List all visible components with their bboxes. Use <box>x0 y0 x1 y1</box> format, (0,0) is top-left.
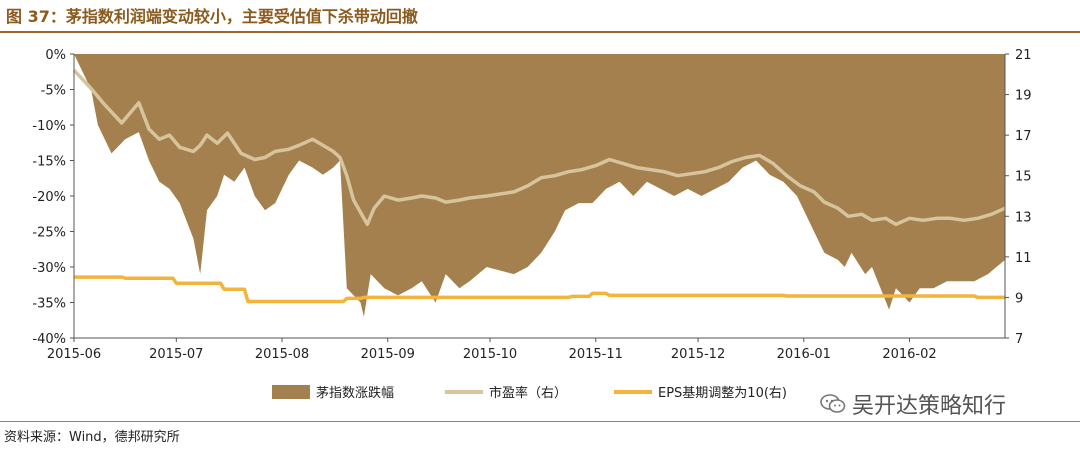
left-tick-label: -10% <box>32 119 66 134</box>
chart: 0% -5% -10% -15% -20% -25% -30% -35% -40% 21 19 17 1… <box>32 48 1031 401</box>
plot-area <box>72 54 1006 317</box>
x-tick-label: 2015-08 <box>255 347 309 362</box>
legend: 茅指数涨跌幅 市盈率（右） EPS基期调整为10(右) <box>272 385 787 401</box>
left-tick-label: -40% <box>32 332 66 347</box>
legend-area-swatch <box>272 385 310 399</box>
right-tick-label: 7 <box>1015 332 1023 347</box>
left-tick-label: -35% <box>32 297 66 312</box>
legend-eps-label: EPS基期调整为10(右) <box>658 386 787 401</box>
x-tick-label: 2015-07 <box>149 347 203 362</box>
area-series-maozhishu <box>74 54 1005 317</box>
source-note: 资料来源：Wind，德邦研究所 <box>4 430 180 445</box>
axes: 0% -5% -10% -15% -20% -25% -30% -35% -40% 21 19 17 1… <box>32 48 1031 362</box>
line-series-eps <box>74 275 1005 304</box>
right-tick-label: 21 <box>1015 48 1032 63</box>
right-tick-label: 17 <box>1015 129 1032 144</box>
left-tick-label: 0% <box>45 48 66 63</box>
x-tick-label: 2015-11 <box>569 347 623 362</box>
line-series-pe <box>72 69 1006 227</box>
right-tick-label: 11 <box>1015 251 1032 266</box>
x-tick-label: 2015-10 <box>463 347 517 362</box>
left-tick-label: -20% <box>32 190 66 205</box>
right-tick-label: 19 <box>1015 89 1032 104</box>
legend-area-label: 茅指数涨跌幅 <box>316 385 394 401</box>
x-tick-label: 2016-01 <box>777 347 831 362</box>
right-tick-label: 13 <box>1015 210 1032 225</box>
x-tick-label: 2015-12 <box>671 347 725 362</box>
figure-title: 图 37：茅指数利润端变动较小，主要受估值下杀带动回撤 <box>6 7 418 26</box>
watermark-text: 吴开达策略知行 <box>852 394 1007 419</box>
bottom-rule <box>0 421 1080 422</box>
right-tick-label: 9 <box>1015 291 1023 306</box>
left-tick-label: -30% <box>32 261 66 276</box>
left-tick-label: -25% <box>32 226 66 241</box>
x-tick-label: 2015-09 <box>361 347 415 362</box>
x-tick-label: 2015-06 <box>47 347 101 362</box>
right-tick-label: 15 <box>1015 170 1032 185</box>
title-rule <box>0 31 1080 33</box>
legend-pe-label: 市盈率（右） <box>489 385 567 401</box>
left-tick-label: -15% <box>32 155 66 170</box>
x-tick-label: 2016-02 <box>882 347 936 362</box>
wechat-icon <box>820 394 846 413</box>
left-tick-label: -5% <box>41 84 66 99</box>
watermark: 吴开达策略知行 <box>820 388 1006 420</box>
